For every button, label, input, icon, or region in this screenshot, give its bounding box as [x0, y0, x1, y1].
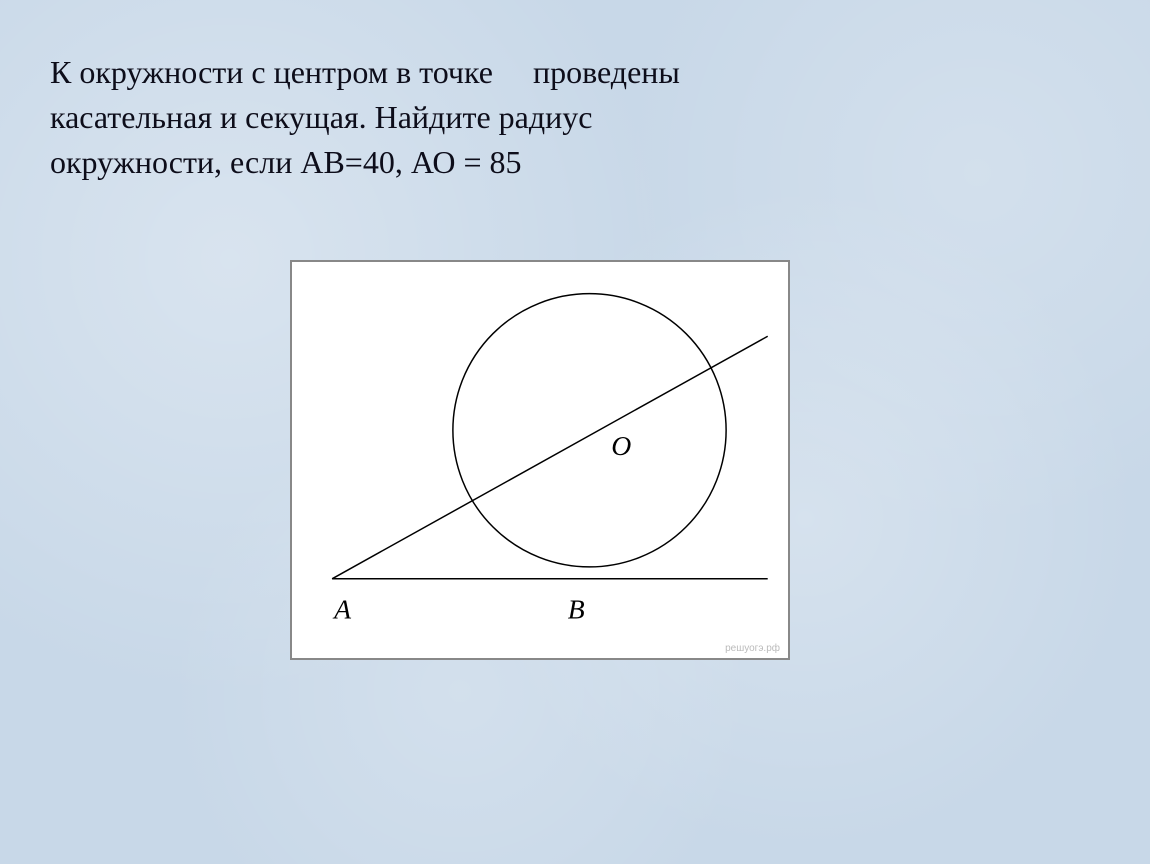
diagram-svg: O A B: [292, 262, 788, 658]
circle-main: [453, 294, 726, 567]
problem-statement: К окружности с центром в точке проведены…: [50, 50, 1050, 184]
geometry-diagram: O A B решуогэ.рф: [290, 260, 790, 660]
label-O: O: [611, 430, 631, 461]
problem-line-3: окружности, если АВ=40, АО = 85: [50, 144, 522, 180]
problem-line-1a: К окружности с центром в точке: [50, 54, 493, 90]
problem-line-2: касательная и секущая. Найдите радиус: [50, 99, 592, 135]
label-B: B: [568, 593, 585, 624]
label-A: A: [332, 593, 352, 624]
secant-line: [332, 336, 768, 579]
problem-line-1b: проведены: [533, 54, 680, 90]
watermark: решуогэ.рф: [725, 643, 780, 654]
